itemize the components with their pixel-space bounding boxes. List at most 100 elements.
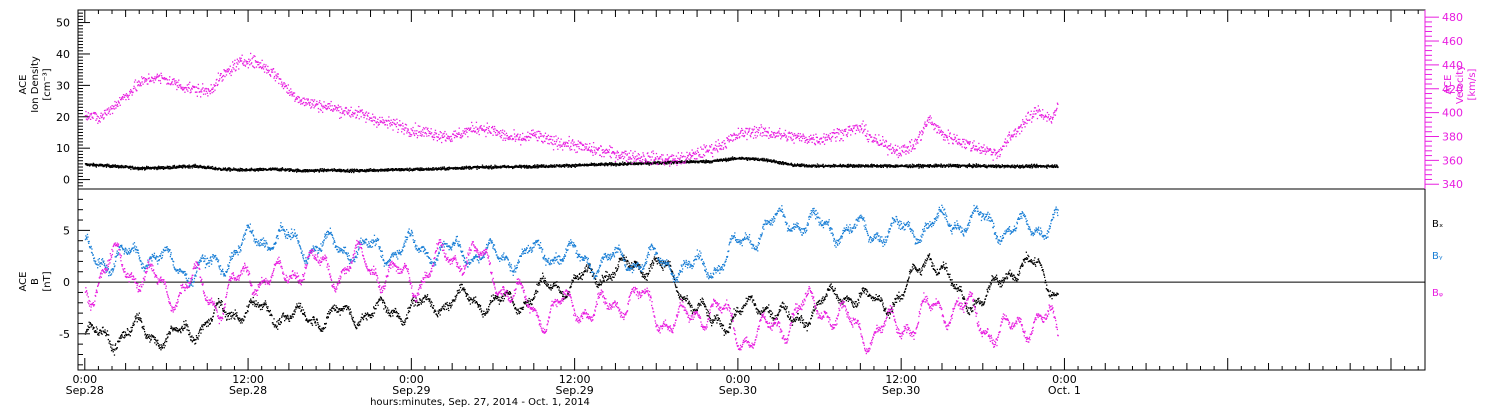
velocity-point bbox=[553, 140, 556, 143]
velocity-point bbox=[92, 117, 94, 119]
velocity-point bbox=[254, 60, 257, 62]
density-point bbox=[995, 166, 998, 169]
density-point bbox=[721, 160, 724, 162]
velocity-point bbox=[248, 61, 250, 63]
density-point bbox=[687, 160, 689, 163]
velocity-point bbox=[108, 107, 110, 109]
velocity-point bbox=[202, 83, 204, 85]
density-point bbox=[144, 169, 146, 171]
velocity-point bbox=[431, 132, 433, 134]
velocity-point bbox=[644, 158, 647, 160]
density-point bbox=[530, 165, 532, 168]
velocity-point bbox=[361, 109, 363, 111]
density-point bbox=[352, 169, 354, 172]
density-point bbox=[475, 167, 478, 169]
velocity-point bbox=[306, 98, 308, 100]
density-point bbox=[896, 165, 898, 167]
velocity-point bbox=[177, 81, 179, 83]
density-point bbox=[848, 166, 850, 168]
density-point bbox=[177, 167, 180, 169]
density-point bbox=[653, 162, 656, 164]
density-point bbox=[558, 166, 560, 168]
density-point bbox=[796, 164, 798, 167]
velocity-point bbox=[105, 109, 107, 111]
density-point bbox=[445, 169, 447, 171]
velocity-point bbox=[704, 147, 707, 149]
velocity-point bbox=[405, 124, 408, 126]
velocity-point bbox=[246, 63, 248, 65]
density-point bbox=[679, 162, 682, 164]
density-point bbox=[721, 158, 723, 161]
velocity-point bbox=[545, 136, 548, 138]
velocity-point bbox=[397, 128, 399, 131]
density-point bbox=[550, 166, 552, 168]
ion-density-ylabel-line: Ion Density bbox=[30, 56, 41, 113]
density-point bbox=[740, 157, 743, 159]
velocity-point bbox=[188, 83, 190, 85]
density-point bbox=[536, 164, 538, 166]
velocity-point bbox=[222, 79, 224, 81]
density-point bbox=[633, 162, 636, 164]
velocity-point bbox=[603, 156, 605, 158]
density-point bbox=[622, 161, 624, 163]
velocity-point bbox=[212, 87, 214, 89]
density-point bbox=[235, 169, 237, 171]
density-point bbox=[168, 167, 170, 169]
density-point bbox=[996, 164, 998, 166]
velocity-point bbox=[676, 160, 678, 162]
velocity-point bbox=[664, 159, 666, 162]
density-point bbox=[280, 167, 282, 170]
velocity-point bbox=[255, 66, 258, 68]
density-point bbox=[513, 167, 515, 169]
density-point bbox=[921, 165, 923, 167]
density-point bbox=[187, 167, 189, 169]
density-point bbox=[801, 164, 803, 166]
density-point bbox=[387, 168, 390, 170]
velocity-point bbox=[479, 125, 481, 128]
velocity-point bbox=[378, 122, 380, 124]
velocity-point bbox=[262, 68, 265, 70]
velocity-point bbox=[147, 77, 149, 80]
density-point bbox=[272, 167, 274, 169]
velocity-point bbox=[449, 139, 451, 141]
velocity-point bbox=[675, 155, 678, 157]
velocity-point bbox=[684, 161, 687, 163]
velocity-point bbox=[190, 89, 192, 91]
velocity-point bbox=[296, 98, 298, 100]
density-point bbox=[871, 165, 874, 167]
velocity-point bbox=[518, 139, 520, 141]
velocity-point bbox=[523, 138, 525, 140]
velocity-point bbox=[138, 81, 140, 83]
density-point bbox=[383, 168, 385, 171]
velocity-point bbox=[528, 136, 530, 138]
velocity-point bbox=[427, 127, 429, 129]
density-point bbox=[296, 169, 298, 171]
density-point bbox=[995, 165, 997, 167]
density-point bbox=[606, 163, 608, 165]
velocity-point bbox=[632, 154, 634, 157]
density-point bbox=[98, 163, 100, 165]
velocity-point bbox=[589, 143, 591, 145]
velocity-point bbox=[163, 77, 166, 79]
velocity-point bbox=[149, 80, 151, 83]
density-point bbox=[365, 169, 367, 171]
velocity-point bbox=[403, 129, 406, 131]
density-point bbox=[158, 165, 160, 167]
density-point bbox=[297, 170, 299, 172]
velocity-point bbox=[505, 137, 507, 139]
density-point bbox=[909, 164, 911, 166]
velocity-point bbox=[106, 108, 108, 110]
density-point bbox=[952, 164, 954, 167]
density-point bbox=[805, 165, 807, 167]
density-point bbox=[146, 165, 148, 167]
velocity-point bbox=[324, 104, 327, 107]
velocity-point bbox=[697, 151, 699, 153]
velocity-point bbox=[490, 132, 492, 134]
velocity-point bbox=[584, 143, 587, 145]
velocity-point bbox=[545, 138, 547, 140]
density-point bbox=[239, 167, 241, 169]
density-point bbox=[140, 168, 142, 171]
density-point bbox=[380, 168, 382, 170]
density-point bbox=[974, 165, 977, 167]
density-point bbox=[280, 170, 282, 172]
